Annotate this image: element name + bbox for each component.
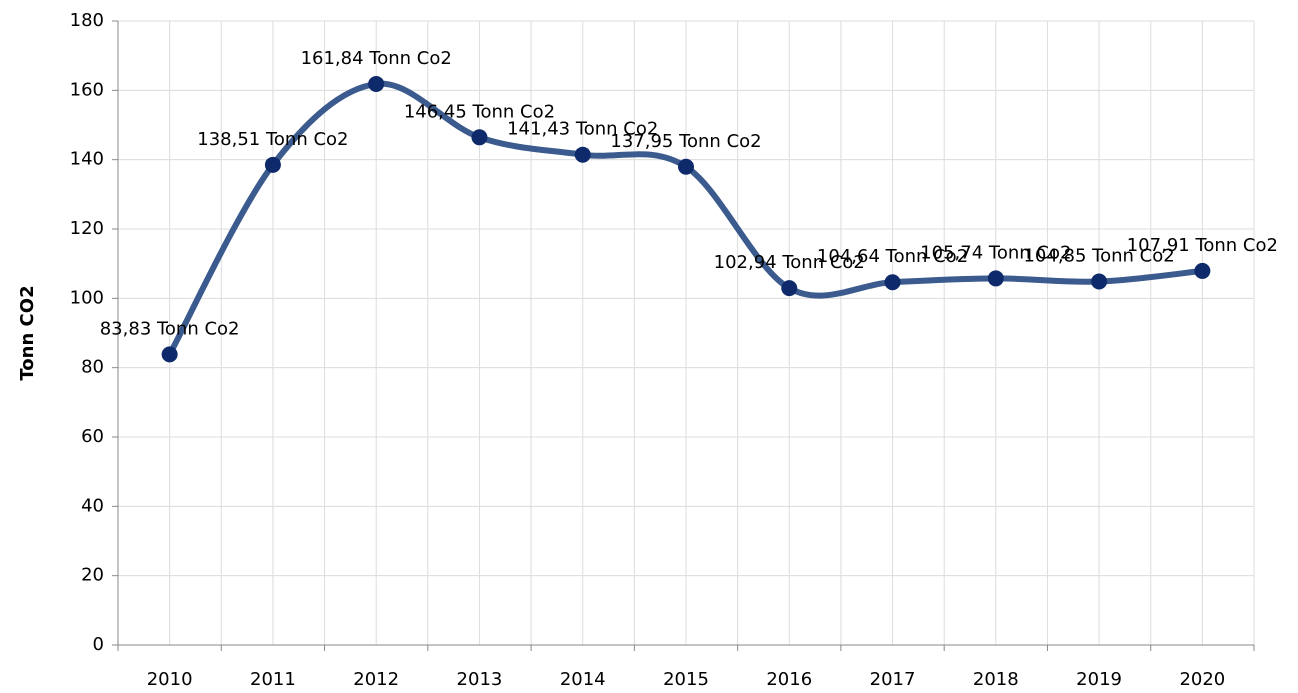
data-label: 105,74 Tonn Co2 [920,242,1071,263]
data-label: 104,64 Tonn Co2 [817,246,968,267]
x-tick-label: 2017 [870,669,916,690]
data-label: 83,83 Tonn Co2 [100,318,240,339]
marker [161,346,178,363]
y-tick-label: 40 [81,495,104,516]
data-label: 104,85 Tonn Co2 [1023,246,1174,267]
y-tick-label: 60 [81,426,104,447]
data-label: 102,94 Tonn Co2 [714,252,865,273]
x-tick-label: 2013 [457,669,503,690]
x-tick-label: 2012 [353,669,399,690]
y-axis-label: Tonn CO2 [17,285,38,380]
x-tick-label: 2016 [766,669,812,690]
y-tick-label: 0 [93,634,104,655]
marker [987,270,1004,287]
x-tick-label: 2019 [1076,669,1122,690]
y-tick-label: 120 [70,218,104,239]
marker [781,280,798,297]
marker [264,156,281,173]
x-tick-label: 2014 [560,669,606,690]
data-label: 141,43 Tonn Co2 [507,119,658,140]
data-label: 161,84 Tonn Co2 [301,48,452,69]
x-tick-label: 2018 [973,669,1019,690]
marker [678,158,694,175]
x-tick-label: 2020 [1179,669,1225,690]
y-tick-label: 180 [70,10,104,31]
marker [574,146,591,163]
y-tick-label: 80 [81,357,104,378]
y-tick-label: 20 [81,565,104,586]
marker [471,129,488,146]
line [166,80,1206,358]
marker [1194,262,1211,279]
data-label: 146,45 Tonn Co2 [404,101,555,122]
y-tick-label: 160 [70,79,104,100]
x-tick-label: 2011 [250,669,296,690]
marker [368,75,385,92]
data-label: 138,51 Tonn Co2 [197,129,348,150]
x-tick-label: 2010 [147,669,193,690]
marker [1091,273,1108,290]
y-tick-label: 100 [70,287,104,308]
x-tick-label: 2015 [663,669,709,690]
data-label: 107,91 Tonn Co2 [1127,235,1278,256]
data-label: 137,95 Tonn Co2 [610,131,761,152]
marker [884,274,901,291]
y-tick-label: 140 [70,149,104,170]
